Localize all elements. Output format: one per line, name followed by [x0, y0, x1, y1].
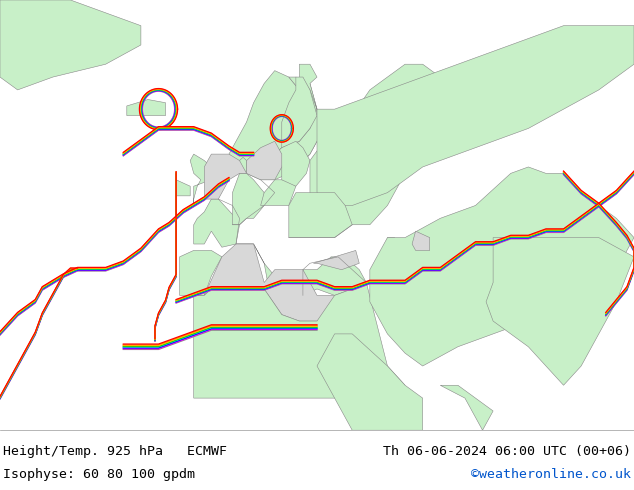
Polygon shape [493, 469, 500, 488]
Polygon shape [317, 334, 423, 430]
Polygon shape [412, 231, 430, 250]
Polygon shape [194, 244, 338, 321]
Polygon shape [194, 199, 240, 247]
Polygon shape [303, 257, 366, 295]
Polygon shape [313, 250, 359, 270]
Text: Isophyse: 60 80 100 gpdm: Isophyse: 60 80 100 gpdm [3, 468, 195, 481]
Polygon shape [176, 180, 190, 196]
Polygon shape [247, 77, 324, 180]
Polygon shape [127, 99, 165, 116]
Polygon shape [233, 173, 264, 225]
Polygon shape [236, 244, 275, 289]
Polygon shape [204, 154, 247, 199]
Polygon shape [281, 64, 324, 173]
Polygon shape [240, 157, 247, 176]
Text: ©weatheronline.co.uk: ©weatheronline.co.uk [471, 468, 631, 481]
Polygon shape [440, 385, 493, 430]
Polygon shape [289, 193, 353, 238]
Polygon shape [384, 238, 401, 289]
Polygon shape [275, 141, 310, 186]
Polygon shape [370, 167, 634, 366]
Polygon shape [229, 71, 310, 173]
Polygon shape [281, 77, 317, 147]
Polygon shape [190, 154, 211, 205]
Polygon shape [317, 25, 634, 205]
Polygon shape [310, 64, 440, 225]
Text: Height/Temp. 925 hPa   ECMWF: Height/Temp. 925 hPa ECMWF [3, 445, 227, 458]
Polygon shape [247, 141, 281, 180]
Polygon shape [179, 250, 222, 295]
Polygon shape [0, 0, 141, 90]
Polygon shape [261, 180, 296, 205]
Polygon shape [194, 283, 405, 398]
Polygon shape [486, 238, 634, 385]
Text: Th 06-06-2024 06:00 UTC (00+06): Th 06-06-2024 06:00 UTC (00+06) [383, 445, 631, 458]
